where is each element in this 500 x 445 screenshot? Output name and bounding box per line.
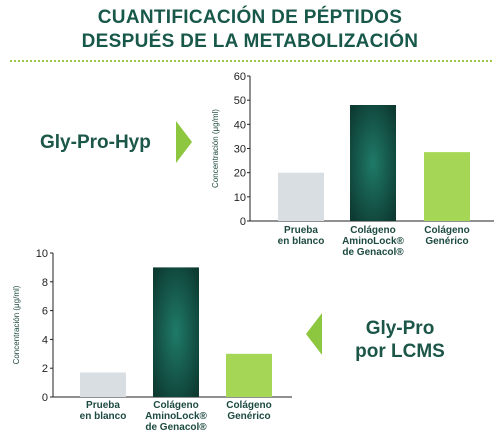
x-category-label: Colágeno Genérico [424, 225, 470, 247]
bar-colageno-generico [226, 353, 272, 397]
y-tick-label: 10 [234, 192, 246, 204]
x-category-label: Colágeno AminoLock® de Genacol® [145, 400, 207, 433]
y-tick-label: 20 [234, 168, 246, 180]
page-title-line-2: DESPUÉS DE LA METABOLIZACIÓN [81, 31, 419, 52]
peptide-label-gly-pro-line-1: Gly-Pro [365, 318, 435, 339]
y-tick-label: 50 [234, 95, 246, 107]
y-tick-label: 4 [42, 334, 48, 346]
peptide-label-gly-pro: Gly-Pro por LCMS [345, 317, 455, 363]
y-tick-label: 60 [234, 71, 246, 83]
bar-colageno-aminolock [350, 105, 396, 221]
peptide-label-gly-pro-line-2: por LCMS [355, 341, 445, 362]
bar-prueba-en-blanco [80, 372, 126, 397]
page-title-line-1: CUANTIFICACIÓN DE PÉPTIDOS [97, 7, 403, 28]
x-category-label: Prueba en blanco [80, 400, 127, 422]
x-category-label: Colágeno Genérico [226, 400, 272, 422]
triangle-right-icon [176, 121, 192, 163]
y-tick-label: 0 [240, 216, 246, 228]
peptide-label-gly-pro-hyp: Gly-Pro-Hyp [40, 132, 151, 153]
y-tick-label: 8 [42, 277, 48, 289]
y-tick-label: 0 [42, 392, 48, 404]
y-tick-label: 6 [42, 306, 48, 318]
y-tick-label: 40 [234, 119, 246, 131]
x-category-label: Prueba en blanco [278, 225, 325, 247]
bar-prueba-en-blanco [278, 172, 324, 221]
y-axis-label: Concentración (μg/ml) [12, 285, 21, 364]
bar-colageno-generico [424, 152, 470, 221]
y-tick-label: 10 [36, 248, 48, 260]
bar-colageno-aminolock [153, 267, 199, 397]
x-category-label: Colágeno AminoLock® de Genacol® [342, 225, 404, 258]
y-axis-label: Concentración (μg/ml) [211, 109, 220, 188]
triangle-left-icon [306, 313, 322, 355]
y-tick-label: 30 [234, 144, 246, 156]
y-tick-label: 2 [42, 363, 48, 375]
dotted-divider [10, 60, 492, 62]
